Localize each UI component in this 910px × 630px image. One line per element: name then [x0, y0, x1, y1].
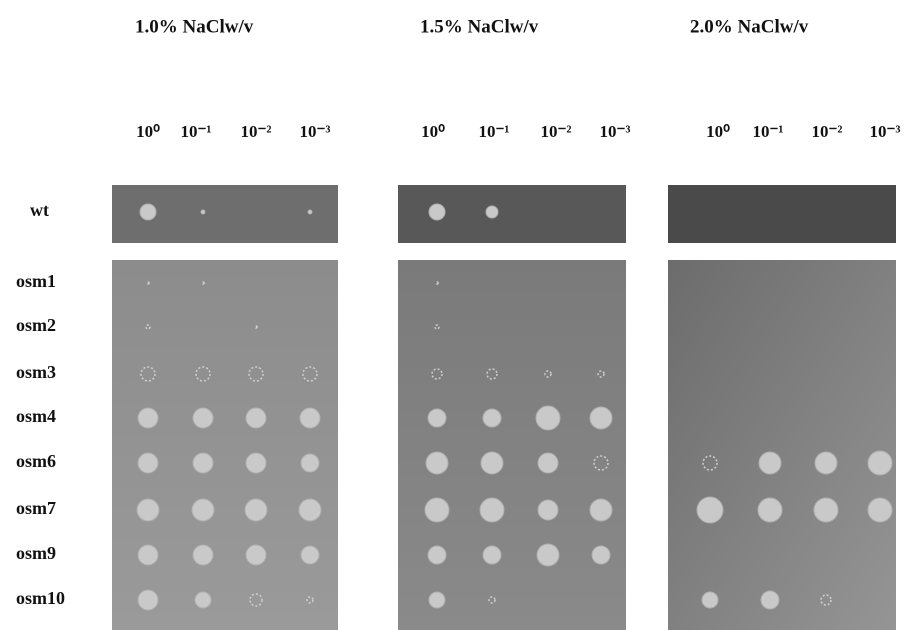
- colony: [481, 452, 503, 474]
- colony: [138, 590, 158, 610]
- colony: [428, 409, 446, 427]
- colony: [138, 453, 158, 473]
- colony: [425, 498, 449, 522]
- colony: [483, 409, 501, 427]
- plate: [398, 260, 626, 630]
- dilution-label: 10⁰: [421, 122, 445, 141]
- strain-label: osm1: [16, 271, 56, 291]
- dilution-label: 10⁻²: [240, 122, 271, 141]
- colony: [246, 453, 266, 473]
- strain-label: osm4: [16, 406, 56, 426]
- colony: [590, 407, 612, 429]
- colony: [300, 408, 320, 428]
- figure: 1.0% NaClw/v 1.5% NaClw/v 2.0% NaClw/v 1…: [0, 0, 910, 630]
- colony: [537, 544, 559, 566]
- dilution-label: 10⁻³: [599, 122, 630, 141]
- strain-label: osm2: [16, 315, 56, 335]
- dilution-label: 10⁻²: [811, 122, 842, 141]
- panel-title: 1.0% NaClw/v: [135, 16, 254, 37]
- plates: [112, 185, 896, 630]
- dilution-label: 10⁻¹: [478, 122, 509, 141]
- colony: [138, 545, 158, 565]
- colony: [592, 546, 610, 564]
- colony: [308, 210, 312, 214]
- colony: [301, 454, 319, 472]
- plate: [112, 260, 338, 630]
- colony: [299, 499, 321, 521]
- colony: [815, 452, 837, 474]
- colony: [246, 408, 266, 428]
- strain-label: osm6: [16, 451, 56, 471]
- colony: [426, 452, 448, 474]
- colony: [814, 498, 838, 522]
- plate: [668, 260, 896, 630]
- wt-plate: [668, 185, 896, 243]
- colony: [140, 204, 156, 220]
- colony: [137, 499, 159, 521]
- dilution-label: 10⁻¹: [752, 122, 783, 141]
- strain-label: osm7: [16, 498, 56, 518]
- colony: [761, 591, 779, 609]
- colony: [195, 592, 211, 608]
- colony: [483, 546, 501, 564]
- colony: [759, 452, 781, 474]
- colony: [702, 592, 718, 608]
- colony: [868, 498, 892, 522]
- colony: [486, 206, 498, 218]
- colony: [301, 546, 319, 564]
- colony: [193, 453, 213, 473]
- dilution-label: 10⁻³: [299, 122, 330, 141]
- dilution-label: 10⁻¹: [180, 122, 211, 141]
- colony: [480, 498, 504, 522]
- colony: [193, 408, 213, 428]
- colony: [429, 204, 445, 220]
- colony: [192, 499, 214, 521]
- panel-title: 2.0% NaClw/v: [690, 16, 809, 37]
- colony: [193, 545, 213, 565]
- colony: [245, 499, 267, 521]
- strain-label: osm10: [16, 588, 65, 608]
- colony: [538, 500, 558, 520]
- colony: [246, 545, 266, 565]
- colony: [428, 546, 446, 564]
- colony: [868, 451, 892, 475]
- colony: [429, 592, 445, 608]
- dilution-label: 10⁰: [706, 122, 730, 141]
- colony: [697, 497, 723, 523]
- colony: [201, 210, 205, 214]
- strain-label: osm9: [16, 543, 56, 563]
- colony: [538, 453, 558, 473]
- strain-label: wt: [30, 200, 49, 220]
- colony: [758, 498, 782, 522]
- panel-title: 1.5% NaClw/v: [420, 16, 539, 37]
- dilution-label: 10⁻³: [869, 122, 900, 141]
- dilution-label: 10⁻²: [540, 122, 571, 141]
- colony: [536, 406, 560, 430]
- colony: [138, 408, 158, 428]
- dilution-label: 10⁰: [136, 122, 160, 141]
- colony: [590, 499, 612, 521]
- strain-label: osm3: [16, 362, 56, 382]
